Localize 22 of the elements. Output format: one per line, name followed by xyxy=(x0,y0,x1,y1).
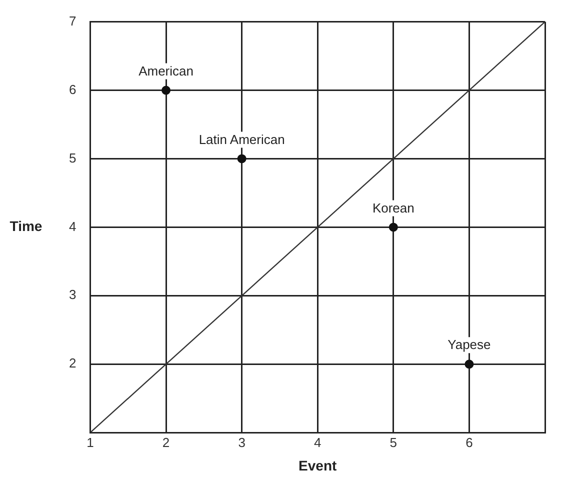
y-tick-label: 6 xyxy=(68,82,76,97)
annotation: American xyxy=(138,63,194,78)
y-tick-label: 7 xyxy=(68,13,76,28)
y-tick-label: 4 xyxy=(68,218,76,234)
x-tick-label: 1 xyxy=(86,434,94,450)
x-tick-label: 5 xyxy=(390,434,398,450)
x-tick-label: 3 xyxy=(238,434,246,450)
y-tick-label: 2 xyxy=(68,356,76,371)
point xyxy=(162,86,171,95)
annotation: Latin American xyxy=(198,132,285,147)
point xyxy=(464,360,474,369)
y-axis-title: Time xyxy=(10,218,42,234)
y-tick-label: 3 xyxy=(68,287,76,302)
annotation: Yapese xyxy=(448,337,491,352)
point xyxy=(237,154,246,164)
x-axis-title: Event xyxy=(298,457,338,474)
point xyxy=(388,222,398,232)
y-tick-label: 5 xyxy=(68,150,76,166)
x-tick-label: 6 xyxy=(466,434,473,450)
annotation: Korean xyxy=(372,200,414,216)
x-tick-label: 2 xyxy=(162,434,170,450)
x-tick-label: 4 xyxy=(314,434,322,450)
